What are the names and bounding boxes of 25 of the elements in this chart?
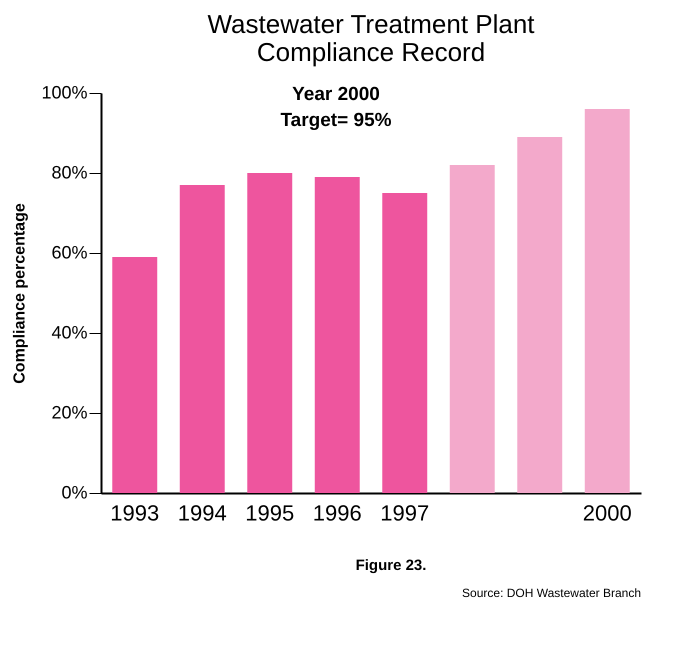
x-tick-label: 1997 xyxy=(380,500,430,526)
x-tick-label: 1993 xyxy=(110,500,160,526)
bar xyxy=(180,185,225,493)
y-tick-label: 20% xyxy=(51,402,88,422)
chart-title: Wastewater Treatment Plant Compliance Record xyxy=(207,9,536,67)
bar xyxy=(112,257,158,493)
y-tick-label: 40% xyxy=(51,322,88,342)
bar xyxy=(314,177,360,493)
y-tick-label: 0% xyxy=(61,482,88,502)
bar xyxy=(247,173,292,493)
bar xyxy=(382,193,428,493)
annotation: Year 2000 Target= 95% xyxy=(280,84,392,131)
bar xyxy=(450,165,495,493)
bar xyxy=(584,109,630,493)
y-axis-title: Compliance percentage xyxy=(11,203,28,384)
x-tick-label: 2000 xyxy=(582,500,632,526)
x-tick-label: 1995 xyxy=(245,500,294,526)
x-tick-label: 1994 xyxy=(178,500,227,526)
bar xyxy=(517,137,562,493)
y-tick-label: 100% xyxy=(41,82,88,102)
y-tick-label: 80% xyxy=(51,162,88,182)
caption: Figure 23. xyxy=(356,557,426,574)
y-tick-label: 60% xyxy=(51,242,88,262)
x-tick-label: 1996 xyxy=(312,500,362,526)
source-note: Source: DOH Wastewater Branch xyxy=(462,586,641,600)
